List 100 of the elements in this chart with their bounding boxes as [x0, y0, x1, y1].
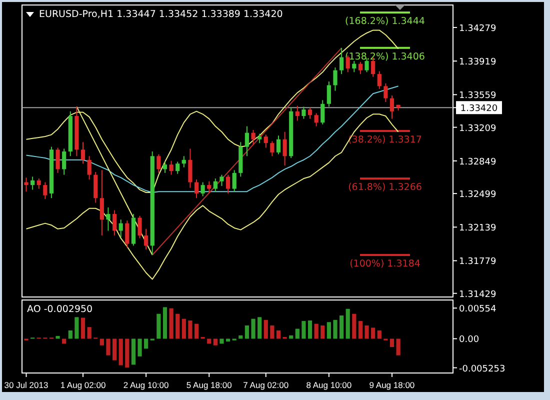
x-tick-label: 2 Aug 10:00	[123, 380, 170, 390]
bar	[308, 320, 312, 339]
candlestick	[326, 81, 331, 108]
bar	[251, 318, 256, 339]
bar	[156, 314, 161, 339]
candlestick	[264, 134, 268, 148]
candlestick	[80, 142, 86, 164]
bar	[106, 338, 110, 356]
candlestick	[358, 61, 363, 75]
bar	[302, 321, 306, 339]
bar	[125, 338, 130, 368]
candlestick	[339, 47, 344, 75]
candlestick	[188, 148, 192, 188]
bar	[62, 338, 66, 344]
candlestick	[30, 176, 35, 190]
y-tick-label: 1.34279	[459, 24, 496, 34]
x-tick-label: 7 Aug 02:00	[243, 380, 289, 390]
candlestick	[352, 60, 356, 73]
candlestick	[138, 215, 142, 239]
candlestick	[182, 156, 186, 168]
candlestick	[194, 178, 199, 199]
y-tick-label: 1.31779	[459, 257, 496, 268]
bar	[207, 338, 212, 344]
candlestick	[207, 180, 212, 194]
bar	[339, 315, 344, 339]
bar	[220, 338, 224, 344]
bar	[68, 330, 72, 339]
candlestick	[118, 219, 123, 238]
ref-line-label: (61.8%) 1.3266	[348, 182, 422, 194]
chart-title: EURUSD-Pro,H1 1.33447 1.33452 1.33389 1.33420	[39, 9, 283, 20]
x-tick-label: 30 Jul 2013	[4, 380, 49, 390]
bar	[295, 328, 300, 339]
bar	[258, 317, 262, 339]
y-tick-label: 1.31429	[459, 290, 496, 300]
bar	[244, 325, 250, 339]
text: AO -0.002950	[27, 304, 93, 315]
bar	[264, 320, 268, 339]
candlestick	[200, 182, 205, 197]
candlestick	[282, 131, 287, 166]
candlestick	[226, 174, 230, 194]
candlestick	[308, 107, 312, 120]
candlestick	[144, 228, 148, 250]
bar	[118, 338, 123, 366]
candlestick	[62, 148, 66, 176]
candlestick	[333, 67, 338, 92]
candlestick	[94, 171, 98, 204]
candlestick	[162, 161, 168, 174]
y-tick-label: 1.32499	[459, 190, 496, 200]
candlestick	[251, 130, 256, 146]
bar	[131, 338, 136, 365]
bar	[176, 314, 180, 339]
candlestick	[276, 135, 281, 155]
candlestick	[232, 170, 236, 192]
bar	[80, 318, 86, 339]
candlestick	[169, 160, 174, 176]
candlestick	[36, 178, 41, 190]
bar	[270, 325, 274, 339]
candlestick	[320, 100, 325, 125]
bar	[371, 328, 376, 339]
candlestick	[244, 126, 250, 157]
bar	[100, 338, 104, 346]
candlestick	[100, 170, 104, 236]
ref-line-label: (138.2%) 1.3406	[345, 51, 425, 62]
y-tick-label: 1.33420	[460, 104, 498, 114]
candlestick	[258, 133, 262, 144]
bar	[326, 322, 331, 339]
candlestick	[106, 206, 110, 232]
y-tick-label: 1.33559	[459, 91, 496, 102]
candlestick	[125, 220, 130, 248]
y-tick-label: -0.005253	[459, 364, 506, 374]
y-tick-label: 1.32849	[459, 157, 496, 168]
bar	[377, 330, 382, 339]
bar	[213, 338, 218, 346]
candlestick	[390, 94, 394, 120]
y-tick-label: 1.33919	[459, 58, 496, 68]
x-tick-label: 5 Aug 18:00	[186, 380, 232, 390]
candlestick	[302, 106, 306, 120]
bar	[352, 314, 356, 339]
bar	[358, 321, 363, 339]
bar	[87, 327, 92, 339]
bar	[56, 336, 60, 339]
ref-line-label: (100%) 1.3184	[350, 258, 420, 270]
bar	[182, 318, 186, 339]
ref-line-label: (168.2%) 1.3444	[345, 16, 425, 27]
bar	[162, 307, 168, 339]
candlestick	[314, 112, 318, 127]
candlestick	[112, 210, 117, 236]
candlestick	[220, 174, 224, 186]
bar	[396, 338, 400, 356]
bar	[138, 338, 142, 356]
bar	[112, 338, 117, 360]
y-tick-label: 1.33209	[459, 124, 496, 134]
candlestick	[295, 105, 300, 122]
candlestick	[56, 147, 60, 174]
bar	[320, 325, 325, 339]
bar	[364, 325, 369, 339]
x-tick-label: 8 Aug 10:00	[306, 380, 352, 390]
bar	[276, 330, 281, 339]
bar	[333, 320, 338, 339]
bar	[169, 308, 174, 339]
